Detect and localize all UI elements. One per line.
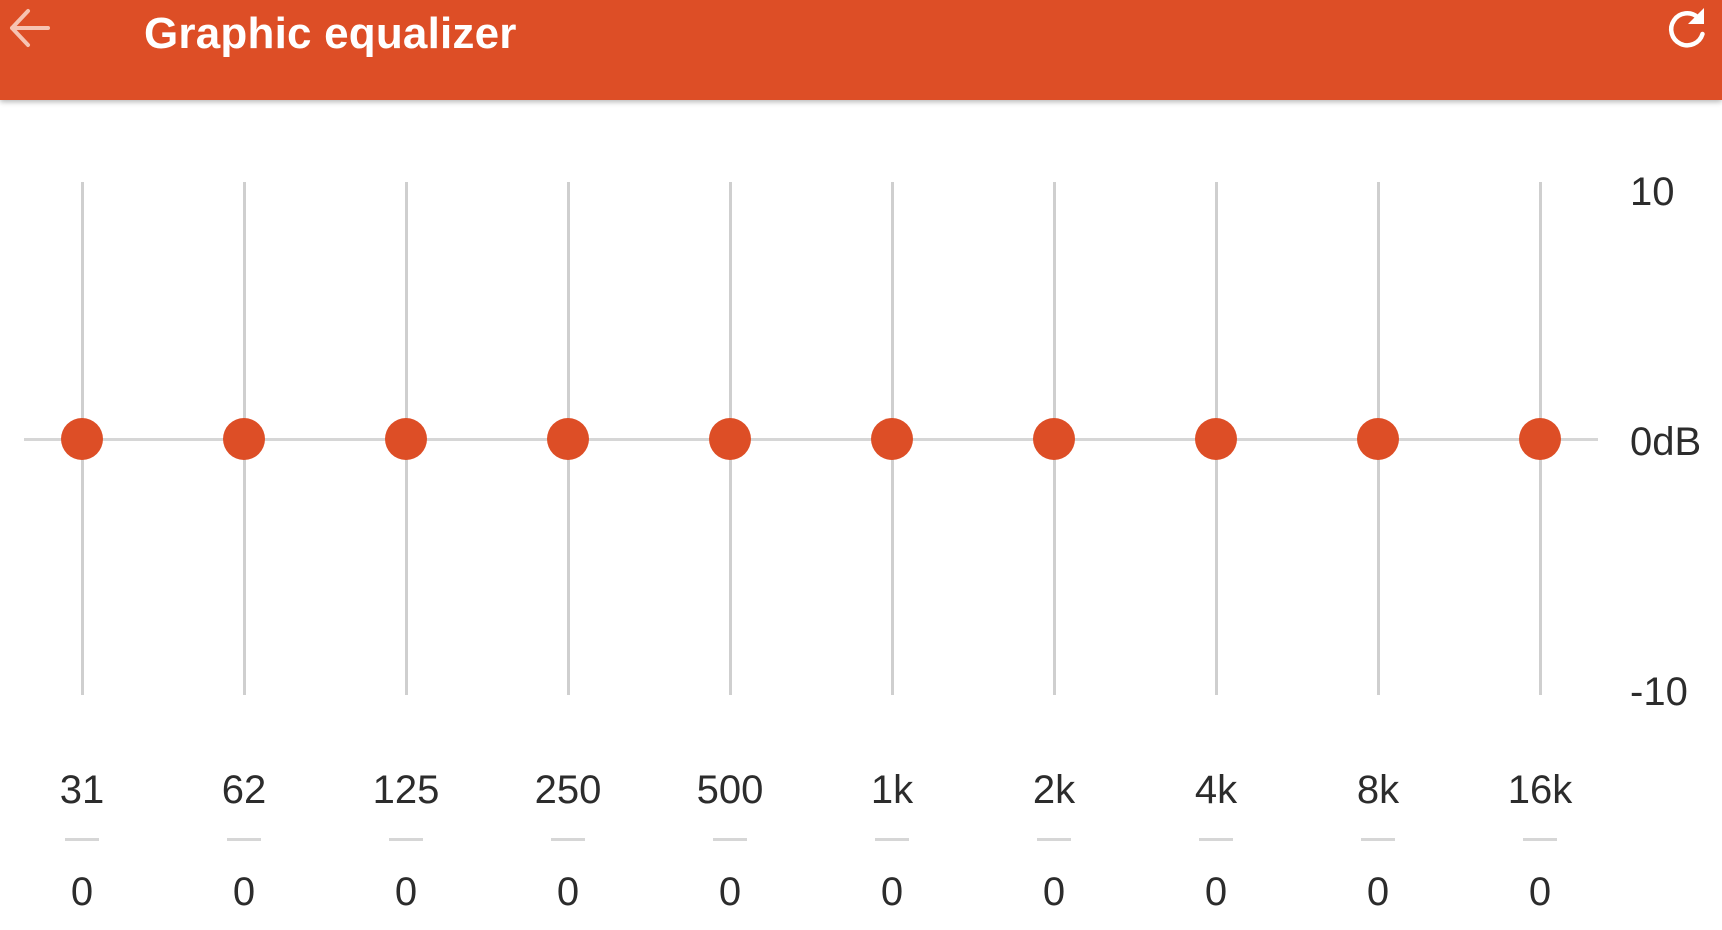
reset-button[interactable] xyxy=(1660,2,1716,58)
db-max-label: 10 xyxy=(1630,170,1675,214)
band-gain-value: 0 xyxy=(1366,870,1390,914)
band-divider xyxy=(227,838,261,841)
arrow-left-icon xyxy=(10,9,50,47)
band-divider xyxy=(389,838,423,841)
band-frequency-label: 8k xyxy=(1356,768,1400,812)
band-gain-value: 0 xyxy=(232,870,256,914)
band-slider-thumb[interactable] xyxy=(61,417,103,460)
zero-db-line xyxy=(24,438,1598,441)
band-gain-value: 0 xyxy=(1204,870,1228,914)
db-min-label: -10 xyxy=(1630,670,1688,714)
band-divider xyxy=(65,838,99,841)
band-gain-value: 0 xyxy=(718,870,742,914)
band-frequency-label: 31 xyxy=(59,768,105,812)
band-frequency-label: 2k xyxy=(1032,768,1076,812)
band-frequency-label: 16k xyxy=(1507,768,1573,812)
band-gain-value: 0 xyxy=(1042,870,1066,914)
toolbar: Graphic equalizer xyxy=(0,0,1722,100)
band-slider-thumb[interactable] xyxy=(1357,417,1399,460)
band-gain-value: 0 xyxy=(1528,870,1552,914)
band-divider xyxy=(551,838,585,841)
band-frequency-label: 1k xyxy=(870,768,914,812)
back-button[interactable] xyxy=(4,4,54,52)
band-gain-value: 0 xyxy=(70,870,94,914)
band-slider-thumb[interactable] xyxy=(871,417,913,460)
db-zero-label: 0dB xyxy=(1630,420,1702,464)
band-divider xyxy=(1199,838,1233,841)
band-frequency-label: 250 xyxy=(534,768,602,812)
band-slider-thumb[interactable] xyxy=(1195,417,1237,460)
band-frequency-label: 500 xyxy=(696,768,764,812)
band-divider xyxy=(1361,838,1395,841)
band-slider-thumb[interactable] xyxy=(223,417,265,460)
band-frequency-label: 62 xyxy=(221,768,267,812)
refresh-icon xyxy=(1668,8,1705,48)
band-frequency-label: 4k xyxy=(1194,768,1238,812)
band-divider xyxy=(1037,838,1071,841)
band-frequency-label: 125 xyxy=(372,768,440,812)
page-title: Graphic equalizer xyxy=(144,9,517,58)
band-divider xyxy=(713,838,747,841)
band-slider-thumb[interactable] xyxy=(709,417,751,460)
band-gain-value: 0 xyxy=(394,870,418,914)
band-slider-thumb[interactable] xyxy=(1033,417,1075,460)
band-slider-thumb[interactable] xyxy=(547,417,589,460)
band-slider-thumb[interactable] xyxy=(1519,417,1561,460)
band-slider-thumb[interactable] xyxy=(385,417,427,460)
band-gain-value: 0 xyxy=(880,870,904,914)
band-gain-value: 0 xyxy=(556,870,580,914)
band-divider xyxy=(875,838,909,841)
band-divider xyxy=(1523,838,1557,841)
equalizer-panel: 10 0dB -10 31 0 62 0 125 0 250 0 500 0 1k 0 2k 0 4k 0 8k… xyxy=(0,100,1722,930)
